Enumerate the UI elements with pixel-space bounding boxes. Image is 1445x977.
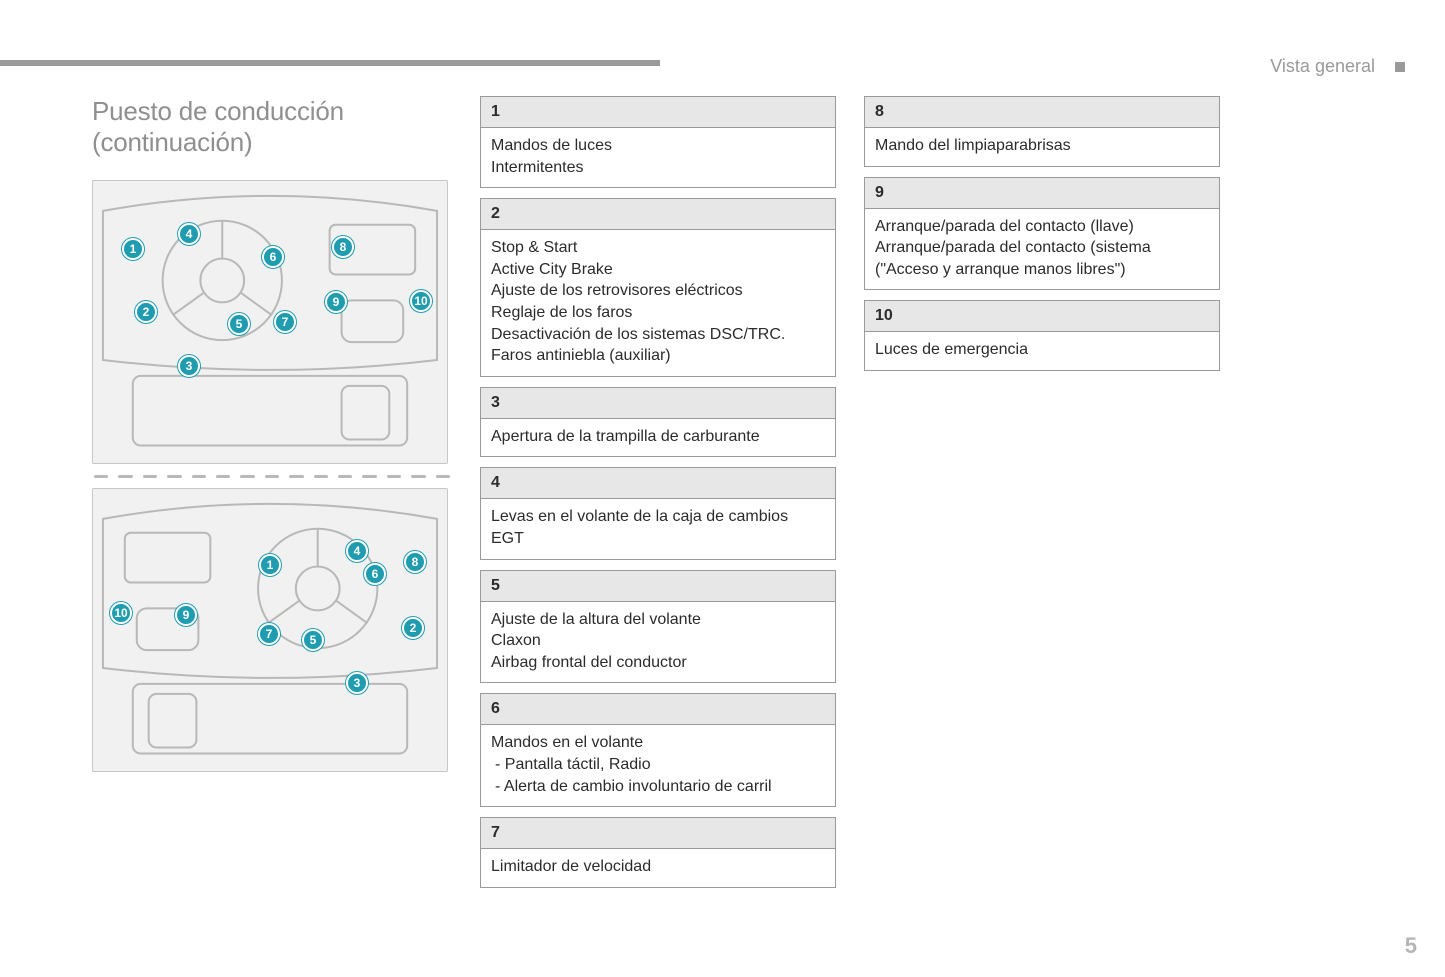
callout-marker-7: 7: [258, 623, 280, 645]
blocks-column-2: 8Mando del limpiaparabrisas9Arranque/par…: [864, 96, 1220, 937]
info-block-number: 9: [865, 178, 1219, 209]
info-block-body: Mando del limpiaparabrisas: [865, 128, 1219, 166]
callout-marker-9: 9: [325, 291, 347, 313]
info-block-line: Faros antiniebla (auxiliar): [491, 345, 825, 367]
info-block-line: Mandos de luces: [491, 135, 825, 157]
callout-marker-5: 5: [228, 313, 250, 335]
info-block-line: Reglaje de los faros: [491, 302, 825, 324]
callout-marker-8: 8: [404, 551, 426, 573]
callout-marker-1: 1: [259, 554, 281, 576]
callout-marker-5: 5: [302, 629, 324, 651]
dashboard-diagram-lhd: 1 2 3 4 5 6 7 8 9 10: [92, 180, 448, 464]
info-block-body: Mandos en el volante- Pantalla táctil, R…: [481, 725, 835, 806]
info-block-number: 7: [481, 818, 835, 849]
info-block-line: Airbag frontal del conductor: [491, 652, 825, 674]
info-block-2: 2Stop & StartActive City BrakeAjuste de …: [480, 198, 836, 377]
callout-marker-9: 9: [175, 604, 197, 626]
callout-marker-10: 10: [410, 290, 432, 312]
header-section: Vista general: [1270, 56, 1405, 77]
info-block-body: Arranque/parada del contacto (llave)Arra…: [865, 209, 1219, 290]
callout-marker-4: 4: [178, 223, 200, 245]
callout-marker-3: 3: [346, 672, 368, 694]
callout-marker-7: 7: [274, 311, 296, 333]
page-title: Puesto de conducción (continuación): [92, 96, 452, 158]
info-block-body: Apertura de la trampilla de carburante: [481, 419, 835, 457]
info-block-6: 6Mandos en el volante- Pantalla táctil, …: [480, 693, 836, 807]
info-block-bullet: - Pantalla táctil, Radio: [491, 754, 825, 776]
info-block-line: Apertura de la trampilla de carburante: [491, 426, 825, 448]
info-block-body: Stop & StartActive City BrakeAjuste de l…: [481, 230, 835, 376]
info-block-number: 2: [481, 199, 835, 230]
info-block-line: Mandos en el volante: [491, 732, 825, 754]
info-block-line: Intermitentes: [491, 157, 825, 179]
info-block-body: Ajuste de la altura del volanteClaxonAir…: [481, 602, 835, 683]
info-block-body: Levas en el volante de la caja de cambio…: [481, 499, 835, 558]
callout-marker-3: 3: [178, 355, 200, 377]
info-block-4: 4 Levas en el volante de la caja de cambi…: [480, 467, 836, 559]
info-block-line: Ajuste de los retrovisores eléctricos: [491, 280, 825, 302]
info-block-body: Luces de emergencia: [865, 332, 1219, 370]
callout-marker-4: 4: [346, 540, 368, 562]
left-column: Puesto de conducción (continuación) 1 2 3 4…: [92, 96, 452, 937]
info-block-1: 1Mandos de lucesIntermitentes: [480, 96, 836, 188]
page-number: 5: [1405, 933, 1417, 959]
info-block-3: 3 Apertura de la trampilla de carburante: [480, 387, 836, 458]
info-block-line: Luces de emergencia: [875, 339, 1209, 361]
info-block-number: 3: [481, 388, 835, 419]
header-section-label: Vista general: [1270, 56, 1375, 77]
callout-marker-6: 6: [364, 563, 386, 585]
info-block-line: Stop & Start: [491, 237, 825, 259]
info-block-line: Claxon: [491, 630, 825, 652]
callout-marker-2: 2: [402, 617, 424, 639]
info-block-line: Limitador de velocidad: [491, 856, 825, 878]
info-block-10: 10 Luces de emergencia: [864, 300, 1220, 371]
info-block-number: 4: [481, 468, 835, 499]
page-content: Puesto de conducción (continuación) 1 2 3 4…: [92, 96, 1405, 937]
info-block-number: 6: [481, 694, 835, 725]
info-block-body: Limitador de velocidad: [481, 849, 835, 887]
dashboard-diagram-rhd: 1 2 3 4 5 6 7 8 9 10: [92, 488, 448, 772]
info-block-7: 7 Limitador de velocidad: [480, 817, 836, 888]
info-block-number: 1: [481, 97, 835, 128]
info-block-number: 10: [865, 301, 1219, 332]
info-block-line: Desactivación de los sistemas DSC/TRC.: [491, 324, 825, 346]
info-block-line: Arranque/parada del contacto (llave): [875, 216, 1209, 238]
info-block-line: Mando del limpiaparabrisas: [875, 135, 1209, 157]
callout-marker-6: 6: [262, 246, 284, 268]
top-rule: [0, 60, 660, 66]
info-block-bullet: - Alerta de cambio involuntario de carri…: [491, 776, 825, 798]
info-block-line: Arranque/parada del contacto (sistema ("…: [875, 237, 1209, 280]
info-block-9: 9Arranque/parada del contacto (llave)Arr…: [864, 177, 1220, 291]
callout-marker-1: 1: [122, 238, 144, 260]
info-block-5: 5Ajuste de la altura del volanteClaxonAi…: [480, 570, 836, 684]
callout-marker-8: 8: [332, 236, 354, 258]
info-block-number: 5: [481, 571, 835, 602]
square-bullet-icon: [1395, 62, 1405, 72]
info-block-8: 8 Mando del limpiaparabrisas: [864, 96, 1220, 167]
info-block-line: Active City Brake: [491, 259, 825, 281]
info-block-number: 8: [865, 97, 1219, 128]
diagram-separator: [92, 464, 452, 488]
info-block-line: Levas en el volante de la caja de cambio…: [491, 506, 825, 549]
info-block-line: Ajuste de la altura del volante: [491, 609, 825, 631]
info-block-body: Mandos de lucesIntermitentes: [481, 128, 835, 187]
callout-marker-2: 2: [135, 301, 157, 323]
callout-marker-10: 10: [110, 602, 132, 624]
blocks-column-1: 1Mandos de lucesIntermitentes2Stop & Sta…: [480, 96, 836, 937]
